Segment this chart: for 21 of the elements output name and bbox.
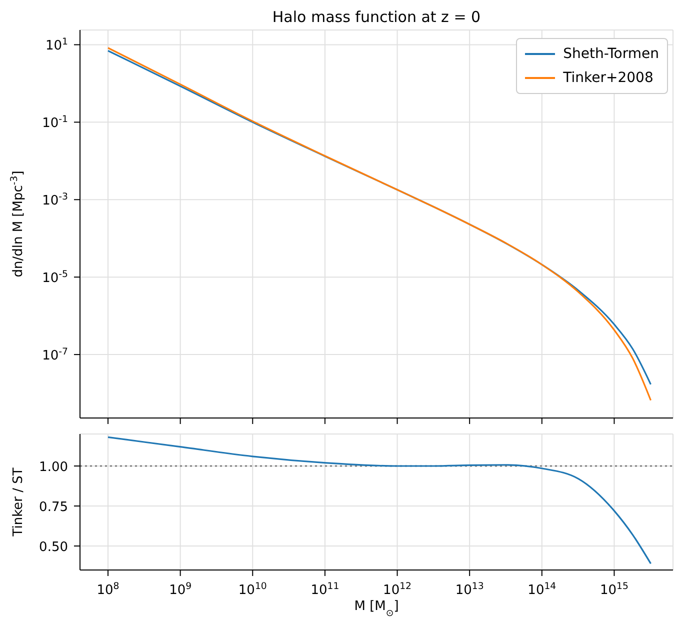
x-axis-title: M [M$_{⊙}$] [354,599,399,618]
x-tick-label: 10$^{9}$ [169,580,192,598]
x-tick-label: 10$^{12}$ [383,580,412,598]
y-tick-label: 10$^{-3}$ [42,191,68,209]
x-tick-label: 10$^{15}$ [600,580,628,598]
y-tick-label: 10$^{-5}$ [42,268,68,286]
x-tick-label: 10$^{14}$ [528,580,556,598]
y-tick-label: 1.00 [39,460,68,475]
y-axis-title: Tinker / ST [11,468,26,538]
y-tick-label: 0.50 [39,540,68,555]
x-tick-label: 10$^{8}$ [96,580,120,598]
y-tick-label: 0.75 [39,500,68,515]
y-tick-label: 10$^{-7}$ [42,346,68,364]
x-tick-label: 10$^{10}$ [238,580,267,598]
x-tick-label: 10$^{11}$ [310,580,340,598]
legend-label: Tinker+2008 [563,70,654,86]
chart-title: Halo mass function at z = 0 [271,8,482,26]
x-tick-label: 10$^{13}$ [455,580,484,598]
y-tick-label: 10$^{1}$ [46,36,68,54]
y-tick-label: 10$^{-1}$ [42,114,68,132]
legend-label: Sheth-Tormen [563,46,659,62]
